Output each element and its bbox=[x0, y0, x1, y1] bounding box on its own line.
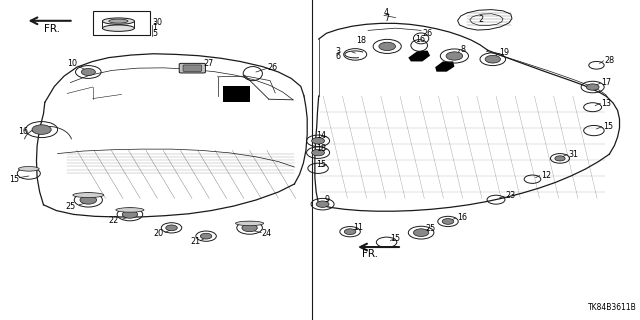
Text: 26: 26 bbox=[422, 29, 433, 38]
Circle shape bbox=[122, 211, 138, 218]
Circle shape bbox=[485, 55, 500, 63]
Ellipse shape bbox=[116, 208, 144, 212]
Text: 12: 12 bbox=[541, 171, 551, 180]
Ellipse shape bbox=[19, 166, 39, 171]
Text: 25: 25 bbox=[65, 202, 76, 211]
Text: 26: 26 bbox=[268, 63, 278, 72]
Circle shape bbox=[379, 42, 396, 51]
Text: 11: 11 bbox=[353, 223, 364, 232]
FancyBboxPatch shape bbox=[223, 86, 250, 102]
Ellipse shape bbox=[102, 18, 134, 24]
Text: 3: 3 bbox=[335, 47, 340, 56]
Text: 16: 16 bbox=[415, 36, 425, 44]
Text: 20: 20 bbox=[154, 229, 164, 238]
Text: 15: 15 bbox=[10, 175, 20, 184]
Text: FR.: FR. bbox=[44, 24, 60, 34]
Text: 9: 9 bbox=[324, 195, 330, 204]
Circle shape bbox=[586, 84, 599, 90]
Ellipse shape bbox=[73, 193, 104, 197]
Text: 27: 27 bbox=[204, 60, 214, 68]
Text: 19: 19 bbox=[499, 48, 509, 57]
Circle shape bbox=[200, 233, 212, 239]
Text: 16: 16 bbox=[457, 213, 467, 222]
Text: 18: 18 bbox=[356, 36, 366, 45]
FancyBboxPatch shape bbox=[179, 63, 205, 73]
Text: 13: 13 bbox=[602, 99, 612, 108]
Text: 21: 21 bbox=[190, 237, 200, 246]
Circle shape bbox=[312, 149, 324, 156]
Text: 8: 8 bbox=[461, 45, 466, 54]
Circle shape bbox=[166, 225, 177, 231]
Text: 15: 15 bbox=[316, 160, 326, 169]
Text: 6: 6 bbox=[335, 52, 340, 61]
Circle shape bbox=[316, 201, 329, 207]
Text: TK84B3611B: TK84B3611B bbox=[588, 303, 637, 312]
Text: FR.: FR. bbox=[362, 249, 378, 260]
Text: 24: 24 bbox=[261, 229, 271, 238]
Circle shape bbox=[312, 138, 324, 144]
Text: 15: 15 bbox=[390, 234, 401, 243]
Circle shape bbox=[413, 229, 429, 236]
Text: 1: 1 bbox=[152, 23, 157, 32]
Text: 25: 25 bbox=[425, 224, 435, 233]
Text: 16: 16 bbox=[18, 127, 28, 136]
Circle shape bbox=[80, 196, 97, 204]
Circle shape bbox=[344, 229, 356, 235]
Text: 18: 18 bbox=[316, 144, 326, 153]
Polygon shape bbox=[435, 61, 454, 72]
Text: 2: 2 bbox=[479, 15, 484, 24]
Text: 31: 31 bbox=[568, 150, 579, 159]
Ellipse shape bbox=[109, 19, 128, 23]
Polygon shape bbox=[408, 51, 430, 61]
Text: 15: 15 bbox=[603, 122, 613, 131]
Text: 30: 30 bbox=[152, 18, 163, 27]
Circle shape bbox=[442, 219, 454, 224]
Ellipse shape bbox=[102, 25, 134, 31]
Circle shape bbox=[446, 52, 463, 60]
Ellipse shape bbox=[236, 221, 264, 226]
Text: 10: 10 bbox=[67, 60, 77, 68]
Circle shape bbox=[242, 224, 257, 232]
Text: 28: 28 bbox=[605, 56, 615, 65]
FancyBboxPatch shape bbox=[183, 65, 202, 71]
Circle shape bbox=[81, 68, 95, 76]
Text: 5: 5 bbox=[152, 29, 157, 38]
Text: 4: 4 bbox=[384, 8, 389, 17]
Text: 22: 22 bbox=[109, 216, 119, 225]
Circle shape bbox=[32, 125, 51, 134]
Text: 7: 7 bbox=[384, 14, 389, 23]
Text: 14: 14 bbox=[316, 132, 326, 140]
Text: 17: 17 bbox=[602, 78, 612, 87]
Circle shape bbox=[555, 156, 565, 161]
Text: 23: 23 bbox=[506, 191, 516, 200]
